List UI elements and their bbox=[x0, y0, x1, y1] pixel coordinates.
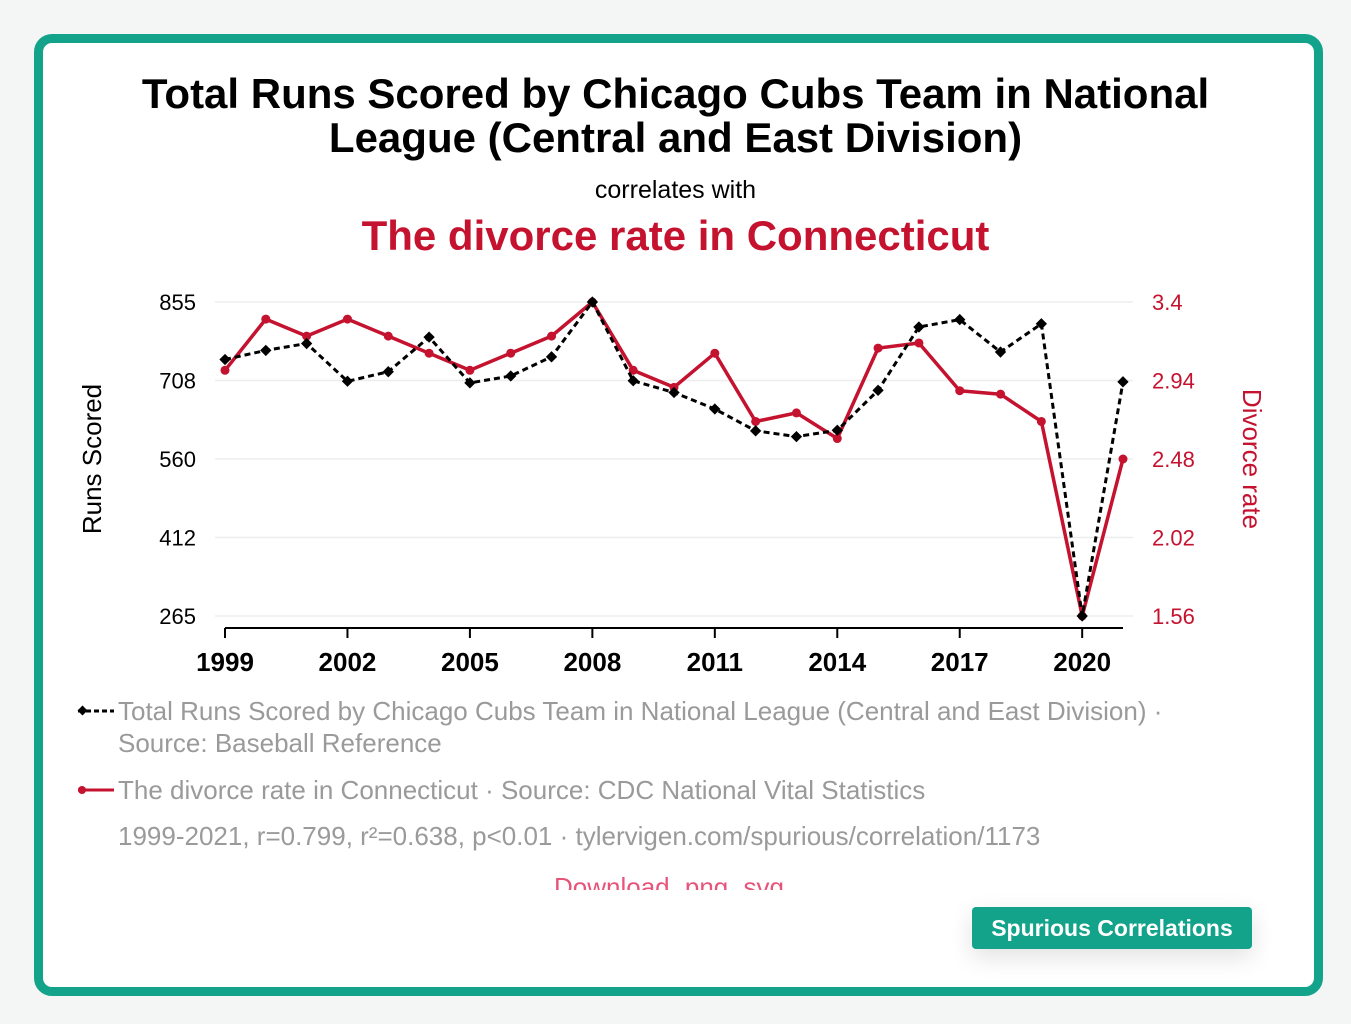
left-y-tick-label: 708 bbox=[159, 369, 196, 394]
runs-data-point bbox=[545, 351, 558, 363]
chart-subtitle: The divorce rate in Connecticut bbox=[361, 212, 990, 259]
spurious-correlations-badge[interactable]: Spurious Correlations bbox=[972, 907, 1252, 949]
runs-data-point bbox=[790, 430, 803, 443]
divorce-data-point bbox=[955, 386, 965, 396]
divorce-data-point bbox=[1118, 454, 1128, 464]
x-tick-label: 2008 bbox=[563, 647, 621, 677]
x-tick-label: 2011 bbox=[687, 647, 743, 677]
correlation-stats: 1999-2021, r=0.799, r²=0.638, p<0.01 · t… bbox=[118, 821, 1041, 851]
x-tick-label: 2017 bbox=[931, 647, 989, 677]
runs-data-point bbox=[994, 346, 1007, 358]
runs-data-point bbox=[464, 377, 476, 389]
divorce-data-point bbox=[832, 434, 842, 444]
runs-data-point bbox=[1076, 610, 1088, 622]
chart-plot: 1999 2002 2005 2008 2011 2014 2017 2020 855 708 56… bbox=[77, 290, 1267, 677]
divorce-data-point bbox=[342, 314, 352, 324]
runs-data-point bbox=[219, 353, 231, 366]
left-y-tick-label: 265 bbox=[159, 604, 196, 629]
legend-label-runs: Total Runs Scored by Chicago Cubs Team i… bbox=[118, 696, 1163, 758]
right-y-tick-label: 2.02 bbox=[1152, 526, 1195, 551]
download-png-link[interactable]: png bbox=[684, 872, 729, 890]
divorce-data-point bbox=[506, 348, 516, 358]
divorce-data-point bbox=[424, 348, 434, 358]
legend-item-runs: Total Runs Scored by Chicago Cubs Team i… bbox=[76, 695, 1166, 759]
divorce-data-point bbox=[1036, 416, 1046, 426]
right-y-tick-label: 2.94 bbox=[1152, 369, 1195, 394]
divorce-data-point bbox=[302, 331, 312, 341]
left-y-tick-label: 855 bbox=[159, 290, 196, 315]
divorce-data-point bbox=[751, 416, 761, 426]
download-svg-link[interactable]: svg bbox=[743, 872, 784, 890]
divorce-data-point bbox=[710, 348, 720, 358]
runs-data-point bbox=[341, 375, 354, 387]
left-y-tick-label: 560 bbox=[159, 447, 196, 472]
x-tick-label: 1999 bbox=[196, 647, 254, 677]
runs-data-point bbox=[749, 425, 762, 437]
left-y-tick-label: 412 bbox=[159, 526, 196, 551]
x-tick-label: 2005 bbox=[441, 647, 499, 677]
right-y-tick-label: 2.48 bbox=[1152, 447, 1195, 472]
runs-data-point bbox=[954, 313, 966, 326]
divorce-data-point bbox=[791, 408, 801, 418]
divorce-data-point bbox=[220, 365, 230, 375]
divorce-data-point bbox=[628, 365, 638, 375]
legend-swatch-runs bbox=[77, 705, 114, 716]
chart-title-line1: Total Runs Scored by Chicago Cubs Team i… bbox=[141, 70, 1210, 117]
right-axis-label: Divorce rate bbox=[1237, 389, 1267, 529]
download-label: Download bbox=[554, 872, 670, 890]
legend-item-divorce: The divorce rate in Connecticut · Source… bbox=[76, 774, 1166, 806]
runs-data-point bbox=[709, 403, 721, 415]
legend-swatch-divorce bbox=[78, 786, 114, 794]
runs-data-point bbox=[423, 331, 435, 343]
runs-data-point bbox=[627, 375, 639, 387]
correlates-with-label: correlates with bbox=[594, 176, 757, 204]
divorce-data-point bbox=[547, 331, 557, 341]
divorce-data-point bbox=[383, 331, 393, 341]
runs-data-point bbox=[300, 337, 313, 350]
runs-data-point bbox=[1117, 376, 1129, 388]
download-links: Download png svg bbox=[554, 872, 792, 890]
runs-data-point bbox=[668, 386, 680, 399]
divorce-data-point bbox=[261, 314, 271, 324]
x-tick-label: 2020 bbox=[1053, 647, 1111, 677]
divorce-data-point bbox=[996, 389, 1006, 399]
divorce-data-point bbox=[914, 338, 924, 348]
left-axis-label: Runs Scored bbox=[77, 384, 107, 534]
runs-data-point bbox=[260, 344, 272, 357]
runs-data-point bbox=[382, 366, 394, 378]
chart-title-line2: League (Central and East Division) bbox=[328, 114, 1023, 161]
right-y-tick-label: 3.4 bbox=[1152, 290, 1183, 315]
x-tick-label: 2002 bbox=[319, 647, 377, 677]
right-y-tick-label: 1.56 bbox=[1152, 604, 1195, 629]
divorce-data-point bbox=[465, 365, 475, 375]
runs-data-point bbox=[1035, 318, 1048, 330]
x-tick-label: 2014 bbox=[808, 647, 866, 677]
legend-label-divorce: The divorce rate in Connecticut · Source… bbox=[118, 775, 926, 805]
divorce-data-point bbox=[873, 343, 883, 353]
chart-title: Total Runs Scored by Chicago Cubs Team i… bbox=[0, 72, 1351, 160]
runs-data-point bbox=[872, 384, 884, 396]
